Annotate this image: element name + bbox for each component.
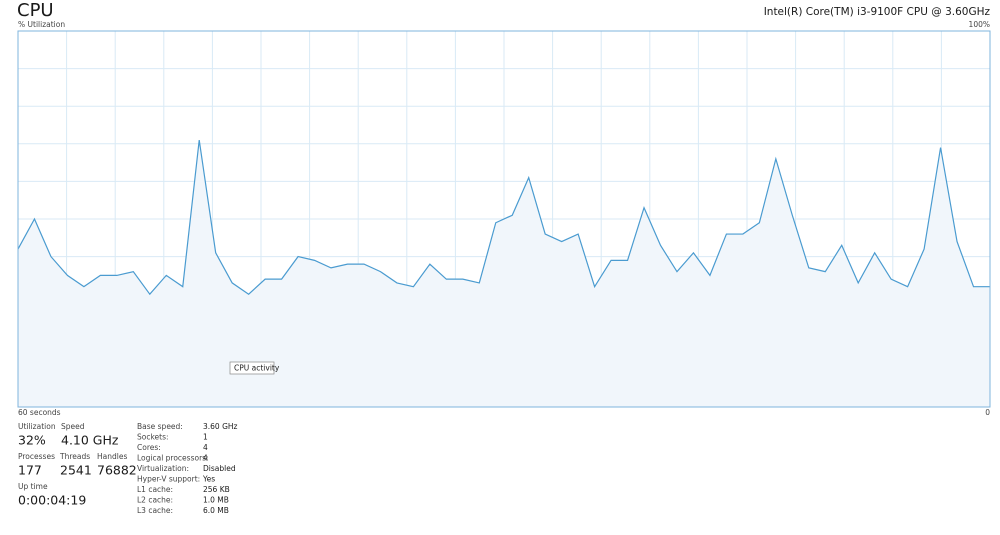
stat-label: Handles — [97, 452, 127, 461]
detail-value: Disabled — [203, 464, 236, 473]
title: CPU — [17, 0, 54, 21]
detail-label: L2 cache: — [137, 496, 173, 505]
x-tick-label: 60 seconds — [18, 408, 61, 417]
area-fill — [18, 140, 990, 408]
detail-value: 1 — [203, 433, 208, 442]
detail-value: 4 — [203, 443, 208, 452]
stat-label: Utilization — [18, 422, 56, 431]
processor-name: Intel(R) Core(TM) i3-9100F CPU @ 3.60GHz — [764, 6, 991, 18]
stat-value: 177 — [18, 463, 42, 478]
detail-label: L1 cache: — [137, 485, 173, 494]
tooltip-box — [229, 361, 275, 375]
cpu-line — [17, 139, 990, 296]
detail-label: L3 cache: — [137, 506, 173, 515]
y-axis-label: % Utilization — [18, 20, 65, 29]
detail-label: Sockets: — [137, 433, 169, 442]
detail-value: 1.0 MB — [203, 496, 229, 505]
stat-value: 0:00:04:19 — [18, 493, 86, 508]
detail-label: Cores: — [137, 443, 161, 452]
stat-value: 32% — [18, 433, 46, 448]
detail-value: 3.60 GHz — [203, 422, 238, 431]
stat-value: 4.10 GHz — [61, 433, 119, 448]
detail-value: 4 — [203, 454, 208, 463]
detail-label: Base speed: — [137, 422, 183, 431]
y-tick-label: 100% — [969, 20, 990, 29]
detail-label: Logical processors: — [137, 454, 209, 463]
x-tick-label: 0 — [985, 408, 990, 417]
stat-label: Threads — [59, 452, 90, 461]
detail-value: Yes — [202, 475, 215, 484]
detail-value: 6.0 MB — [203, 506, 229, 515]
stat-label: Speed — [61, 422, 85, 431]
stat-value: 2541 — [60, 463, 92, 478]
plot-border — [17, 30, 991, 408]
stat-value: 76882 — [97, 463, 137, 478]
stat-label: Up time — [18, 482, 48, 491]
tooltip-text: CPU activity — [234, 364, 280, 373]
stat-label: Processes — [18, 452, 55, 461]
detail-label: Virtualization: — [137, 464, 189, 473]
detail-label: Hyper-V support: — [137, 475, 200, 484]
detail-value: 256 KB — [203, 485, 230, 494]
